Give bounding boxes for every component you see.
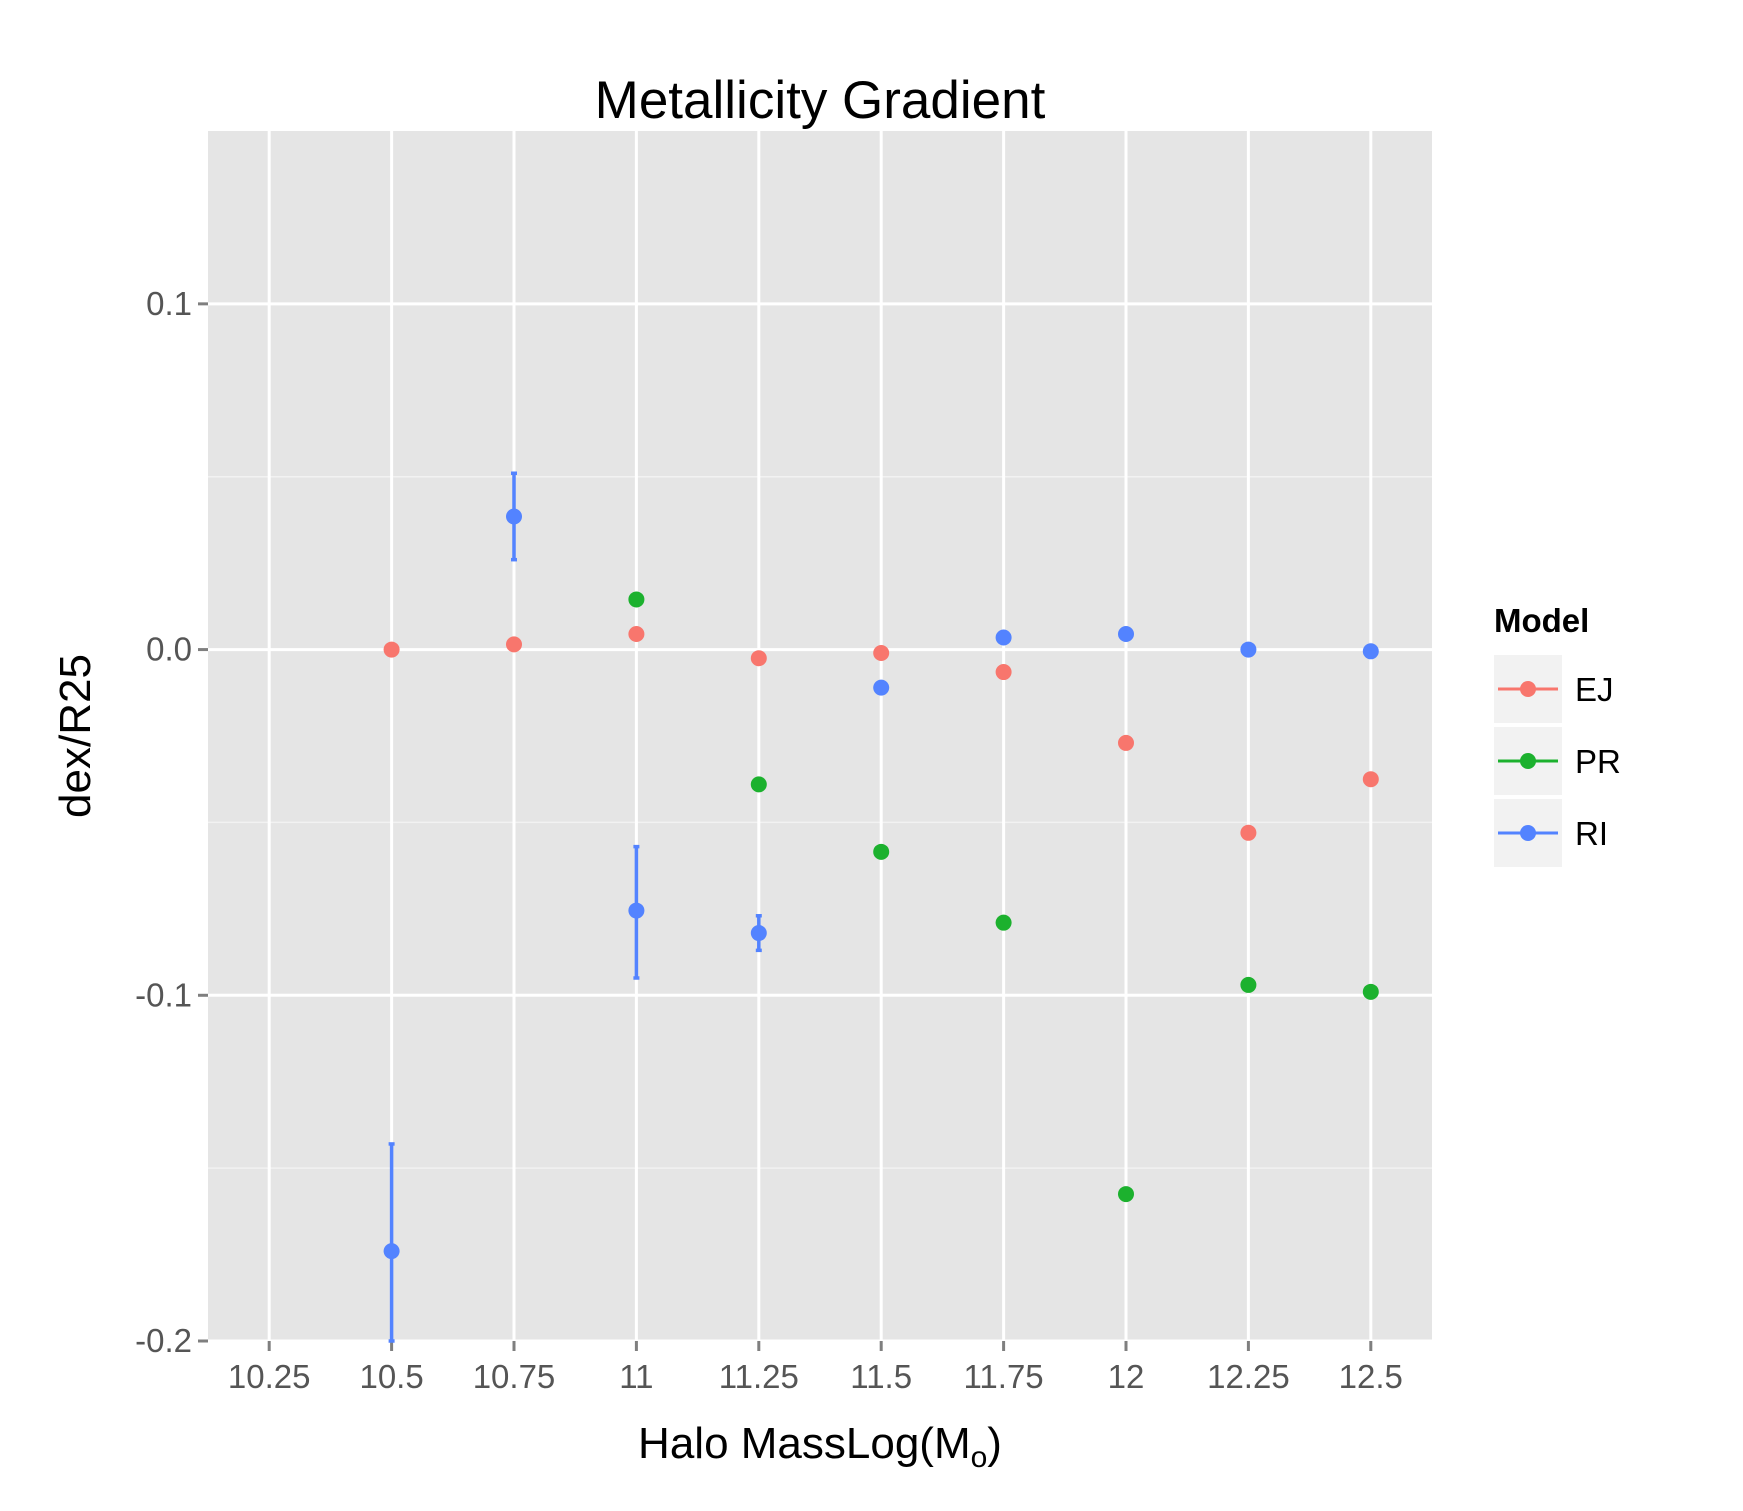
x-tick-label: 11.75 <box>964 1358 1044 1395</box>
x-tick-label: 11.5 <box>850 1358 912 1395</box>
point-ri <box>383 1243 400 1260</box>
x-tick-label: 12.25 <box>1207 1358 1290 1395</box>
minor-gridlines <box>208 475 1432 1169</box>
x-tick-label: 10.75 <box>473 1358 556 1395</box>
point-ej <box>506 636 522 653</box>
point-ej <box>1362 771 1379 788</box>
y-axis-ticks: -0.2 -0.1 0.0 0.1 <box>135 285 208 1359</box>
y-tick-label: 0.0 <box>146 631 192 668</box>
x-tick-label: 12.5 <box>1339 1358 1403 1395</box>
y-axis-title: dex/R25 <box>51 654 100 818</box>
point-ri <box>1118 626 1134 643</box>
point-pr <box>750 776 767 793</box>
x-tick-label: 12 <box>1108 1358 1145 1395</box>
y-tick-label: 0.1 <box>146 285 192 322</box>
legend-point-pr <box>1520 753 1536 769</box>
x-axis-title-close: ) <box>987 1419 1002 1468</box>
legend: Model EJ PR RI <box>1494 602 1621 867</box>
point-ri <box>750 925 767 942</box>
x-tick-label: 10.5 <box>359 1358 423 1395</box>
point-pr <box>995 914 1012 931</box>
point-pr <box>1240 976 1257 993</box>
point-ri <box>873 679 890 696</box>
data-points <box>383 508 1379 1260</box>
y-tick-label: -0.2 <box>135 1322 192 1359</box>
x-tick-label: 11 <box>619 1358 653 1395</box>
legend-point-ej <box>1520 681 1536 697</box>
point-ej <box>873 645 890 662</box>
point-ej <box>1240 824 1257 841</box>
point-ej <box>1118 734 1134 751</box>
legend-title: Model <box>1494 602 1589 639</box>
point-pr <box>628 591 645 608</box>
legend-label-pr: PR <box>1575 743 1621 780</box>
point-ej <box>383 641 400 658</box>
x-tick-label: 11.25 <box>719 1358 799 1395</box>
point-pr <box>1118 1186 1134 1203</box>
point-ri <box>1362 643 1379 660</box>
x-axis-title-subscript: o <box>971 1441 988 1474</box>
point-ej <box>995 664 1012 681</box>
chart-title: Metallicity Gradient <box>595 71 1046 130</box>
x-axis-title: Halo MassLog(Mo) <box>638 1419 1002 1474</box>
point-ej <box>750 650 767 667</box>
x-tick-label: 10.25 <box>228 1358 311 1395</box>
point-pr <box>873 843 890 860</box>
x-axis-title-main: Halo MassLog(M <box>638 1419 971 1468</box>
point-ri <box>628 902 645 919</box>
point-pr <box>1362 983 1379 1000</box>
point-ri <box>995 629 1012 646</box>
legend-label-ej: EJ <box>1575 671 1614 708</box>
point-ri <box>506 508 522 525</box>
legend-label-ri: RI <box>1575 815 1608 852</box>
y-tick-label: -0.1 <box>135 976 192 1013</box>
x-axis-ticks: 10.25 10.5 10.75 11 11.25 11.5 11.75 12 12.25 12.… <box>228 1341 1403 1395</box>
legend-point-ri <box>1520 825 1536 841</box>
point-ej <box>628 626 645 643</box>
point-ri <box>1240 641 1257 658</box>
plot-panel <box>208 131 1432 1341</box>
